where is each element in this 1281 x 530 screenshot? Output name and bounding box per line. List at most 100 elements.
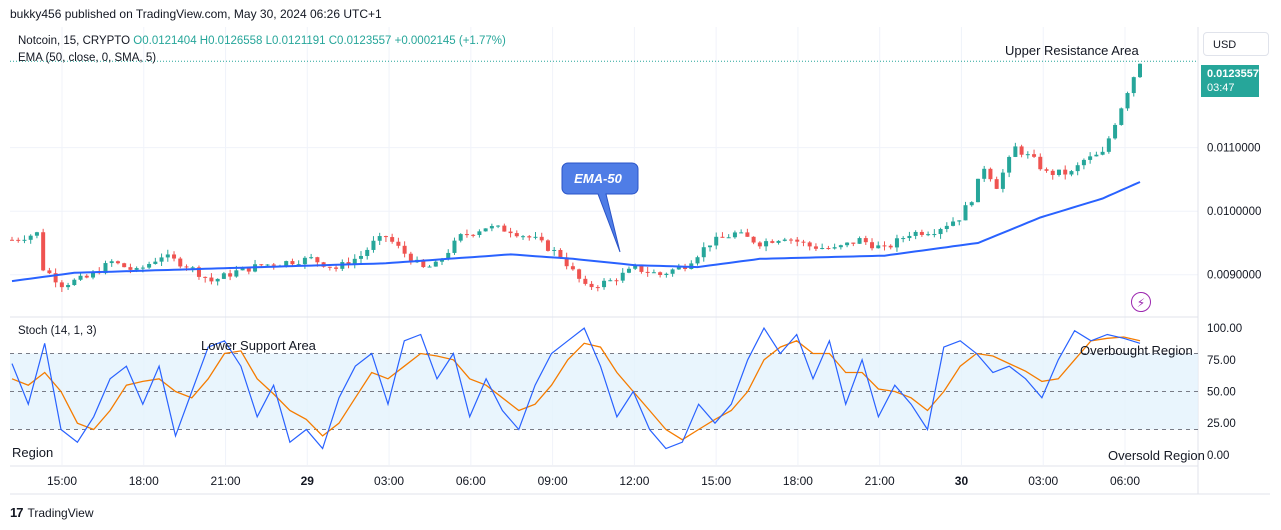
- candle-body: [658, 272, 663, 275]
- candle: [1069, 170, 1074, 177]
- candle-body: [477, 231, 482, 236]
- candle: [982, 165, 987, 182]
- candle: [1088, 152, 1093, 164]
- candle-body: [770, 241, 775, 243]
- candle-body: [726, 237, 731, 239]
- ema-legend[interactable]: EMA (50, close, 0, SMA, 5): [18, 52, 157, 64]
- candle: [1032, 149, 1037, 158]
- candle-body: [383, 236, 388, 238]
- candle-body: [290, 261, 295, 265]
- candle-body: [396, 241, 401, 246]
- candle-body: [1000, 172, 1005, 189]
- time-tick-label: 06:00: [1110, 474, 1140, 488]
- candle: [327, 266, 332, 271]
- candle: [10, 236, 14, 241]
- candle-body: [446, 252, 451, 259]
- candle: [870, 238, 875, 251]
- candle: [477, 229, 482, 238]
- candle-body: [390, 237, 395, 242]
- candle-body: [720, 236, 725, 238]
- candle-body: [695, 257, 700, 264]
- candle: [1100, 146, 1105, 156]
- candle: [334, 265, 339, 272]
- candle-body: [907, 235, 912, 239]
- candle: [826, 245, 831, 250]
- candle: [626, 266, 631, 274]
- candle: [894, 234, 899, 252]
- time-tick-label: 03:00: [374, 474, 404, 488]
- candle: [926, 231, 931, 237]
- candle-body: [28, 235, 33, 240]
- candle-body: [84, 275, 89, 278]
- candle-body: [91, 271, 96, 278]
- candle: [28, 234, 33, 244]
- stoch-legend[interactable]: Stoch (14, 1, 3): [18, 325, 97, 337]
- candle: [645, 266, 650, 277]
- candle-body: [47, 270, 52, 274]
- candle-body: [745, 232, 750, 237]
- price-axis-labels: 0.0090000 0.0100000 0.0110000 100.00 75.00 50…: [1207, 143, 1261, 462]
- candle: [41, 228, 46, 272]
- currency-button[interactable]: USD: [1203, 32, 1269, 56]
- candle-body: [271, 264, 276, 266]
- overbought-label: Overbought Region: [1080, 343, 1193, 358]
- candle-body: [1007, 156, 1012, 173]
- candle-body: [527, 236, 532, 238]
- symbol-legend[interactable]: Notcoin, 15, CRYPTO O0.0121404 H0.012655…: [18, 35, 506, 47]
- candle: [913, 230, 918, 240]
- candle: [59, 280, 64, 292]
- candle-body: [919, 231, 924, 235]
- price-tick-label: 0.0100000: [1207, 206, 1261, 218]
- candle-body: [234, 270, 239, 277]
- candle-body: [427, 266, 432, 268]
- candle-body: [178, 258, 183, 267]
- candle-body: [103, 263, 108, 274]
- candle: [521, 235, 526, 240]
- candle-body: [66, 285, 71, 288]
- candle: [22, 235, 27, 244]
- candle: [228, 269, 233, 281]
- candle-body: [471, 234, 476, 236]
- candle-body: [832, 247, 837, 249]
- candle: [1007, 155, 1012, 178]
- lightning-icon[interactable]: ⚡: [1131, 292, 1151, 312]
- candle: [876, 241, 881, 249]
- price-tick-label: 0.0090000: [1207, 270, 1261, 282]
- candle: [483, 228, 488, 232]
- candle-body: [41, 232, 46, 271]
- candle-body: [552, 249, 557, 251]
- time-tick-label: 12:00: [619, 474, 649, 488]
- candle-body: [975, 178, 980, 203]
- lower-support-label: Lower Support Area: [201, 338, 317, 353]
- candle-body: [302, 257, 307, 265]
- candle-body: [421, 259, 426, 268]
- candle: [770, 239, 775, 244]
- time-tick-label: 21:00: [865, 474, 895, 488]
- candle: [701, 242, 706, 262]
- candle-body: [408, 253, 413, 263]
- candle-body: [203, 276, 208, 278]
- candle-body: [807, 242, 812, 247]
- candle-body: [951, 221, 956, 226]
- candle-body: [888, 245, 893, 248]
- candle: [352, 254, 357, 269]
- candle-body: [190, 267, 195, 269]
- candle-body: [714, 236, 719, 246]
- candles: [10, 63, 1142, 292]
- candle-body: [240, 267, 245, 271]
- candle-body: [620, 272, 625, 281]
- candle-body: [1069, 171, 1074, 175]
- candle: [1113, 123, 1118, 140]
- candle-body: [365, 249, 370, 256]
- candle-body: [870, 242, 875, 249]
- candle-body: [134, 268, 139, 270]
- candle: [583, 275, 588, 286]
- candle-body: [651, 272, 656, 274]
- stoch-tick-label: 50.00: [1207, 387, 1236, 399]
- candle: [707, 245, 712, 252]
- candle-body: [22, 239, 27, 241]
- tradingview-logo[interactable]: 17 TradingView: [10, 505, 94, 520]
- candle-body: [72, 279, 77, 286]
- candle-body: [564, 257, 569, 267]
